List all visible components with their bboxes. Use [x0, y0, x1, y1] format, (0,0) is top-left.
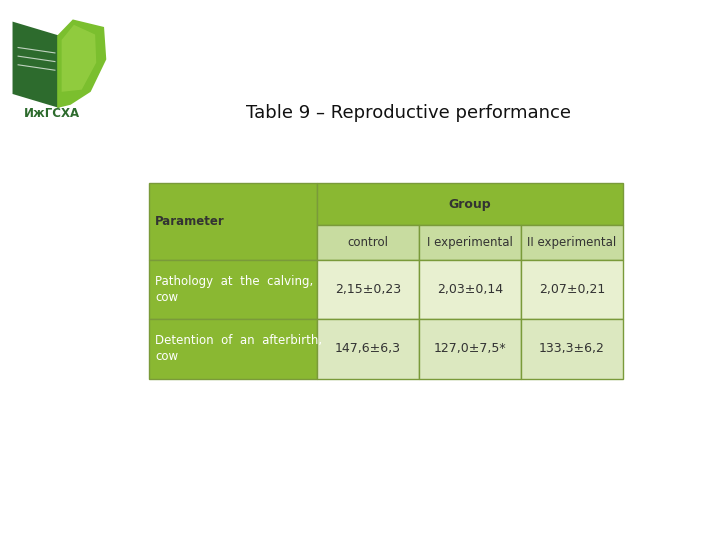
Bar	[419, 225, 521, 260]
Polygon shape	[12, 22, 60, 108]
Text: Detention  of  an  afterbirth,
cow: Detention of an afterbirth, cow	[156, 334, 323, 363]
Bar	[148, 319, 317, 379]
Text: 133,3±6,2: 133,3±6,2	[539, 342, 605, 355]
Bar	[521, 225, 623, 260]
Bar	[317, 260, 419, 319]
Polygon shape	[57, 19, 107, 108]
Text: control: control	[348, 236, 389, 249]
Text: Pathology  at  the  calving,
cow: Pathology at the calving, cow	[156, 275, 313, 304]
Polygon shape	[62, 25, 96, 92]
Bar	[521, 319, 623, 379]
Text: I experimental: I experimental	[427, 236, 513, 249]
Text: 2,07±0,21: 2,07±0,21	[539, 283, 605, 296]
Bar	[317, 183, 623, 225]
Text: Parameter: Parameter	[156, 215, 225, 228]
Text: 127,0±7,5*: 127,0±7,5*	[433, 342, 506, 355]
Text: II experimental: II experimental	[527, 236, 616, 249]
Bar	[521, 260, 623, 319]
Text: 147,6±6,3: 147,6±6,3	[335, 342, 401, 355]
Bar	[148, 183, 317, 260]
Text: Group: Group	[449, 198, 491, 211]
Text: 2,03±0,14: 2,03±0,14	[437, 283, 503, 296]
Text: Table 9 – Reproductive performance: Table 9 – Reproductive performance	[246, 104, 570, 122]
Bar	[317, 319, 419, 379]
Text: 2,15±0,23: 2,15±0,23	[335, 283, 401, 296]
Bar	[148, 260, 317, 319]
Bar	[419, 260, 521, 319]
Bar	[317, 225, 419, 260]
Text: ИжГСХА: ИжГСХА	[24, 107, 80, 120]
Bar	[419, 319, 521, 379]
